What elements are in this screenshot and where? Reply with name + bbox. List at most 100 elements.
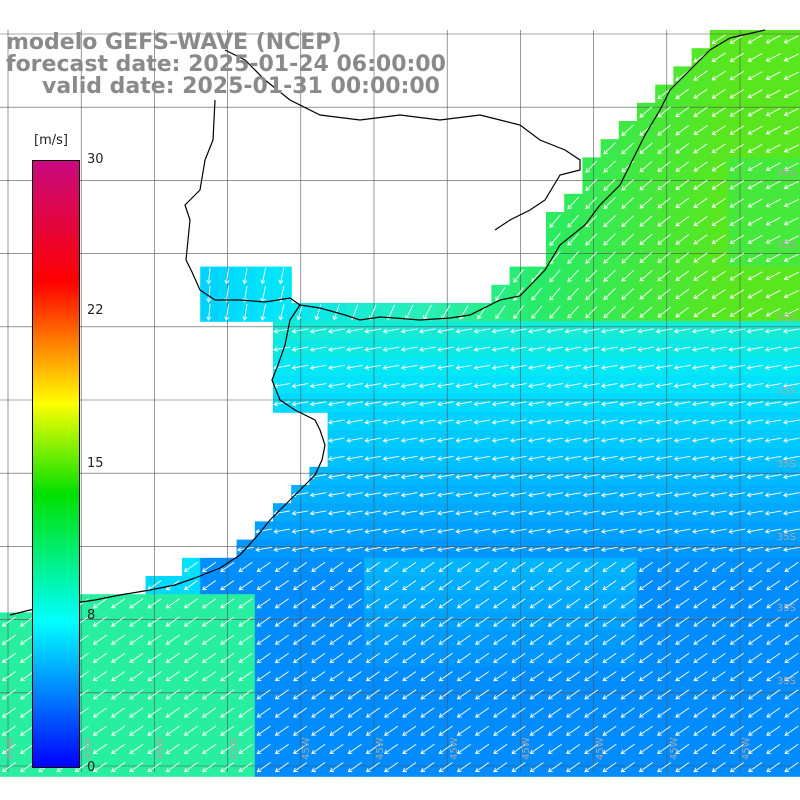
wind-arrow — [273, 328, 291, 334]
wind-arrow — [729, 34, 745, 44]
wind-arrow — [782, 474, 800, 480]
wind-arrow — [639, 106, 653, 118]
wind-arrow — [402, 671, 417, 682]
wind-arrow — [493, 598, 508, 609]
wind-arrow — [19, 616, 35, 627]
wind-arrow — [728, 346, 746, 352]
wind-arrow — [509, 437, 527, 443]
wind-arrow — [782, 328, 800, 334]
wind-arrow — [693, 307, 708, 318]
wind-arrow — [675, 671, 690, 682]
wind-arrow — [639, 197, 653, 209]
wind-arrow — [274, 762, 289, 773]
wind-arrow — [747, 71, 763, 81]
wind-arrow — [602, 598, 617, 609]
wind-arrow — [783, 253, 800, 262]
wind-arrow — [183, 634, 198, 645]
wind-arrow — [673, 546, 691, 553]
wind-arrow — [256, 652, 271, 663]
wind-arrow — [675, 616, 690, 627]
wind-arrow — [585, 287, 598, 301]
wind-arrow — [260, 267, 266, 285]
wind-arrow — [418, 383, 436, 389]
wind-arrow — [711, 652, 726, 663]
wind-arrow — [383, 561, 399, 572]
wind-arrow — [620, 616, 635, 627]
wind-arrow — [747, 580, 763, 591]
wind-arrow — [747, 689, 763, 700]
wind-arrow — [473, 510, 491, 516]
wind-arrow — [420, 707, 435, 718]
wind-arrow — [711, 671, 726, 682]
wind-arrow — [511, 580, 526, 591]
wind-arrow — [528, 401, 545, 407]
wind-arrow — [764, 328, 782, 334]
wind-arrow — [600, 455, 618, 462]
wind-arrow — [691, 474, 709, 480]
wind-arrow — [509, 419, 527, 425]
wind-arrow — [456, 743, 471, 754]
wind-arrow — [746, 419, 764, 425]
wind-arrow — [418, 437, 436, 443]
wind-arrow — [547, 634, 562, 645]
wind-arrow — [382, 364, 400, 371]
wind-arrow — [657, 161, 671, 173]
wind-arrow — [766, 616, 781, 627]
lon-label: 45W — [449, 737, 460, 760]
wind-arrow — [747, 34, 763, 44]
wind-arrow — [784, 598, 799, 609]
wind-arrow — [511, 634, 526, 645]
wind-arrow — [147, 652, 162, 663]
wind-arrow — [165, 689, 180, 700]
wind-arrow — [110, 671, 126, 682]
wind-arrow — [311, 689, 326, 700]
wind-arrow — [711, 107, 726, 117]
wind-arrow — [711, 88, 726, 99]
wind-arrow — [657, 233, 671, 245]
wind-arrow — [274, 707, 289, 718]
wind-arrow — [1, 707, 16, 718]
wind-arrow — [420, 634, 435, 645]
wind-arrow — [509, 401, 527, 407]
wind-arrow — [729, 743, 744, 754]
wind-arrow — [418, 474, 436, 480]
wind-arrow — [565, 671, 581, 682]
wind-arrow — [584, 580, 599, 591]
wind-arrow — [455, 492, 473, 498]
wind-arrow — [292, 634, 308, 645]
wind-arrow — [693, 70, 708, 81]
wind-arrow — [1, 616, 16, 627]
wind-arrow — [711, 270, 726, 281]
wind-arrow — [621, 124, 635, 137]
wind-arrow — [238, 707, 253, 718]
wind-arrow — [784, 652, 799, 663]
wind-arrow — [585, 178, 598, 191]
wind-arrow — [242, 267, 248, 285]
wind-arrow — [710, 492, 727, 498]
wind-arrow — [256, 707, 271, 718]
wind-arrow — [183, 743, 198, 754]
wind-arrow — [728, 328, 746, 334]
wind-arrow — [383, 580, 399, 591]
wind-arrow — [691, 455, 709, 462]
wind-arrow — [292, 707, 308, 718]
wind-arrow — [346, 346, 363, 352]
wind-arrow — [129, 671, 144, 682]
wind-arrow — [438, 580, 453, 591]
wind-arrow — [711, 616, 726, 627]
wind-arrow — [473, 401, 491, 407]
wind-arrow — [493, 616, 508, 627]
wind-arrow — [565, 616, 581, 627]
wind-arrow — [784, 707, 799, 718]
wind-arrow — [274, 616, 289, 627]
wind-arrow — [92, 725, 107, 736]
wind-arrow — [602, 725, 617, 736]
wind-arrow — [347, 652, 362, 663]
wind-arrow — [765, 144, 781, 153]
wind-arrow — [693, 689, 708, 700]
wind-arrow — [746, 328, 764, 334]
wind-arrow — [529, 634, 544, 645]
wind-arrow — [675, 161, 690, 172]
wind-arrow — [493, 580, 508, 591]
wind-arrow — [400, 546, 418, 553]
